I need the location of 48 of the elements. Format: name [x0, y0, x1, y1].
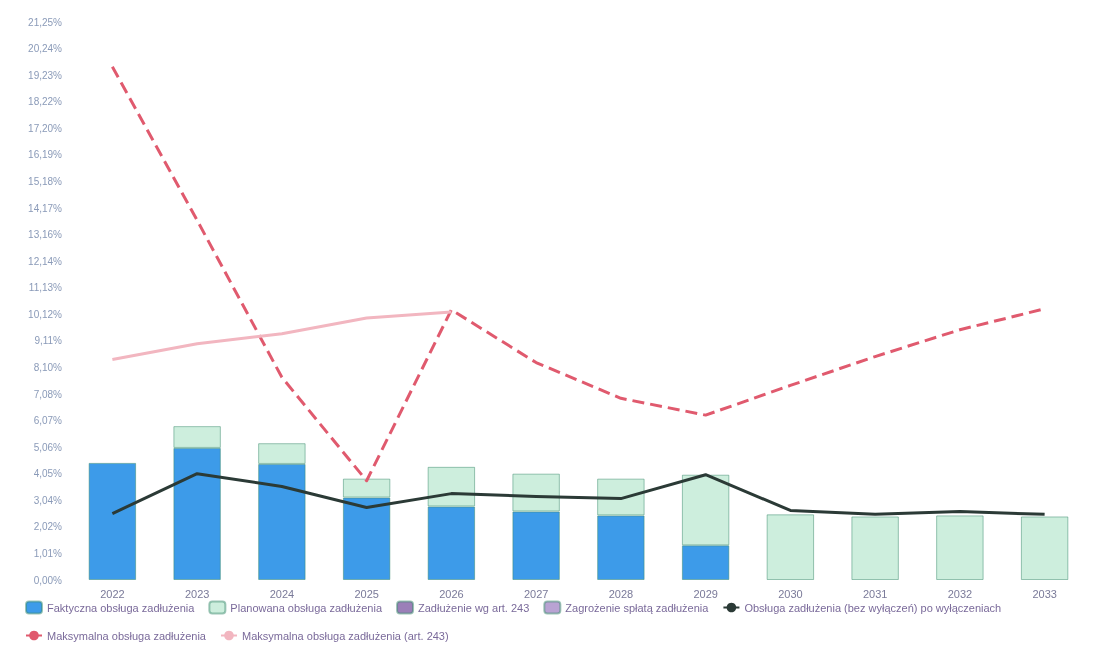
x-tick-label: 2025: [354, 587, 379, 600]
y-tick-label: 6,07%: [33, 415, 63, 427]
y-tick-label: 19,23%: [28, 69, 63, 81]
x-tick-label: 2031: [862, 587, 888, 600]
y-tick-label: 17,20%: [28, 122, 63, 134]
legend-label: Maksymalna obsługa zadłużenia: [47, 629, 207, 642]
y-tick-label: 14,17%: [28, 202, 63, 214]
x-tick-label: 2022: [100, 587, 125, 600]
y-tick-label: 11,13%: [28, 282, 63, 294]
y-tick-label: 10,12%: [28, 308, 63, 320]
x-tick-label: 2023: [184, 587, 210, 600]
x-tick-label: 2032: [947, 587, 973, 600]
x-tick-label: 2026: [439, 587, 464, 600]
bar: [936, 515, 984, 580]
line-series: [110, 310, 453, 361]
legend-label: Obsługa zadłużenia (bez wyłączeń) po wyłączeniach: [744, 601, 1002, 614]
y-tick-label: 8,10%: [33, 361, 63, 373]
y-tick-label: 2,02%: [33, 521, 63, 533]
bar: [851, 516, 899, 580]
y-tick-label: 9,11%: [34, 335, 63, 347]
y-tick-label: 1,01%: [33, 547, 63, 559]
x-tick-label: 2024: [269, 587, 295, 600]
y-tick-label: 18,22%: [28, 96, 63, 108]
y-tick-label: 16,19%: [28, 149, 63, 161]
legend-label: Zadłużenie wg art. 243: [418, 601, 530, 614]
bar: [88, 462, 137, 580]
y-tick-label: 15,18%: [28, 175, 63, 187]
x-tick-label: 2028: [608, 587, 634, 600]
legend-label: Faktyczna obsługa zadłużenia: [47, 601, 196, 614]
y-tick-label: 12,14%: [28, 255, 63, 267]
y-tick-label: 0,00%: [33, 574, 63, 586]
y-tick-label: 3,04%: [33, 494, 63, 506]
legend-label: Maksymalna obsługa zadłużenia (art. 243): [241, 629, 449, 642]
y-tick-label: 13,16%: [28, 229, 63, 241]
legend-label: Planowana obsługa zadłużenia: [230, 601, 383, 614]
y-tick-label: 5,06%: [33, 441, 63, 453]
legend-label: Zagrożenie spłatą zadłużenia: [565, 601, 710, 614]
bar: [766, 514, 815, 580]
x-tick-label: 2027: [523, 587, 549, 600]
y-tick-label: 4,05%: [33, 468, 63, 480]
y-tick-label: 21,25%: [28, 16, 63, 28]
line-series: [110, 472, 1047, 516]
y-tick-label: 7,08%: [33, 388, 63, 400]
bar: [1020, 516, 1069, 580]
x-tick-label: 2030: [778, 587, 803, 600]
x-tick-label: 2033: [1032, 587, 1057, 600]
x-tick-label: 2029: [693, 587, 718, 600]
y-tick-label: 20,24%: [28, 43, 63, 55]
